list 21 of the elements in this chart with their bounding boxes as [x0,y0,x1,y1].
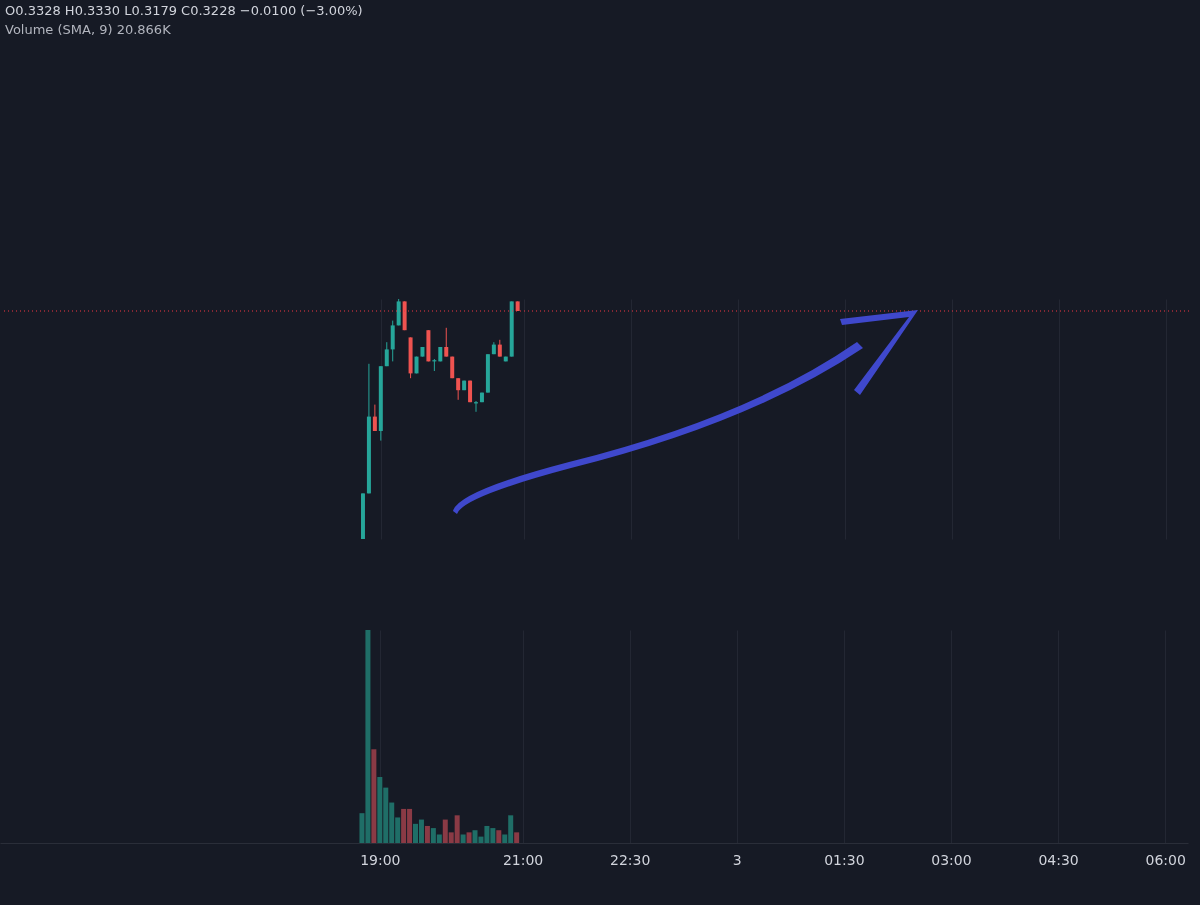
x-tick-label: 19:00 [360,851,401,868]
x-tick-label: 3 [732,851,742,868]
candlestick [444,327,449,358]
bar [514,832,520,843]
x-tick-label: 21:00 [502,851,544,868]
x-tick-label: 22:30 [610,851,651,868]
chart-subtitle: Volume (SMA, 9) 20.866K [5,21,172,37]
bar [460,834,466,843]
x-tick-label: 04:30 [1038,851,1079,868]
candlestick [390,320,395,362]
x-tick-label: 06:00 [1145,851,1186,868]
bar [496,830,502,843]
x-tick-label: 01:30 [824,851,865,868]
candlestick [372,404,377,432]
chart-title: O0.3328 H0.3330 L0.3179 C0.3228 −0.0100 (−3.00%) [5,2,363,18]
bar [466,832,472,843]
bar [424,825,430,843]
candlestick [456,377,461,401]
candlestick [396,298,401,326]
x-tick-label: 03:00 [931,851,972,868]
bar [371,749,377,843]
